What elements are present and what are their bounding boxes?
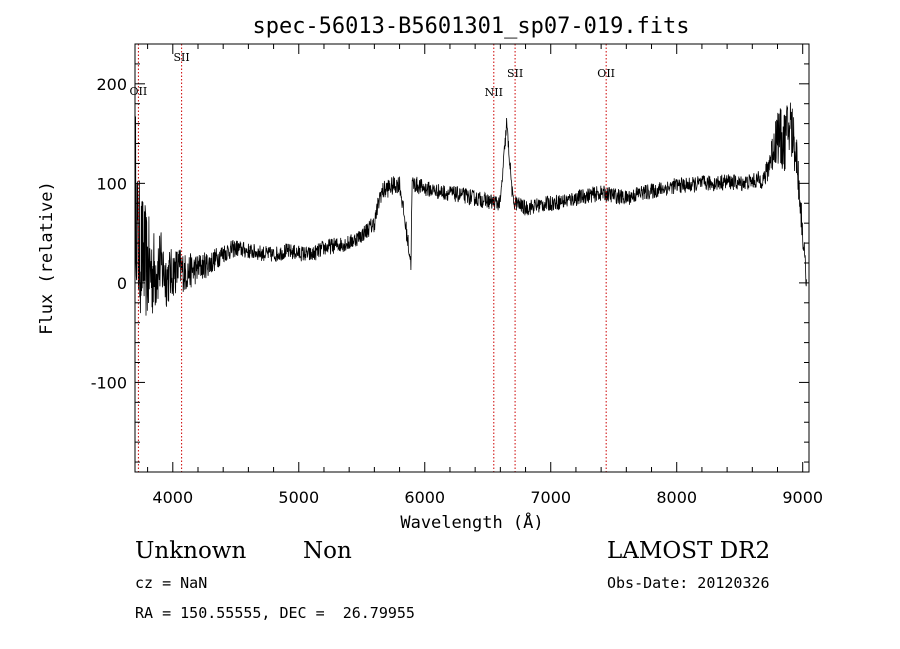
x-tick-label: 4000 (152, 488, 193, 507)
x-tick-label: 9000 (782, 488, 823, 507)
line-marker-label: OII (130, 85, 148, 98)
obs-date-text: Obs-Date: 20120326 (607, 574, 770, 592)
x-tick-label: 7000 (530, 488, 571, 507)
spectrum-line (134, 102, 807, 316)
object-class: Unknown (135, 538, 247, 564)
coordinates-text: RA = 150.55555, DEC = 26.79955 (135, 604, 415, 622)
object-subclass: Non (303, 538, 352, 564)
line-marker-label: SII (507, 67, 523, 80)
redshift-text: cz = NaN (135, 574, 208, 592)
y-tick-label: 100 (96, 174, 127, 193)
x-tick-label: 6000 (404, 488, 445, 507)
y-axis-label: Flux (relative) (37, 181, 57, 335)
x-tick-label: 8000 (656, 488, 697, 507)
y-tick-label: 0 (117, 274, 127, 293)
line-marker-label: OII (597, 67, 615, 80)
line-marker-label: NII (485, 86, 503, 99)
x-tick-label: 5000 (278, 488, 319, 507)
y-tick-label: -100 (91, 373, 127, 392)
x-axis-label: Wavelength (Å) (400, 511, 543, 533)
plot-frame (134, 43, 810, 473)
chart-title: spec-56013-B5601301_sp07-019.fits (252, 14, 689, 39)
y-tick-label: 200 (96, 75, 127, 94)
survey-name: LAMOST DR2 (607, 538, 771, 564)
plot-area: OII SII NII SII OII 4000 5000 6000 7000 8000 9000 -… (91, 43, 823, 507)
line-marker-label: SII (173, 51, 189, 64)
